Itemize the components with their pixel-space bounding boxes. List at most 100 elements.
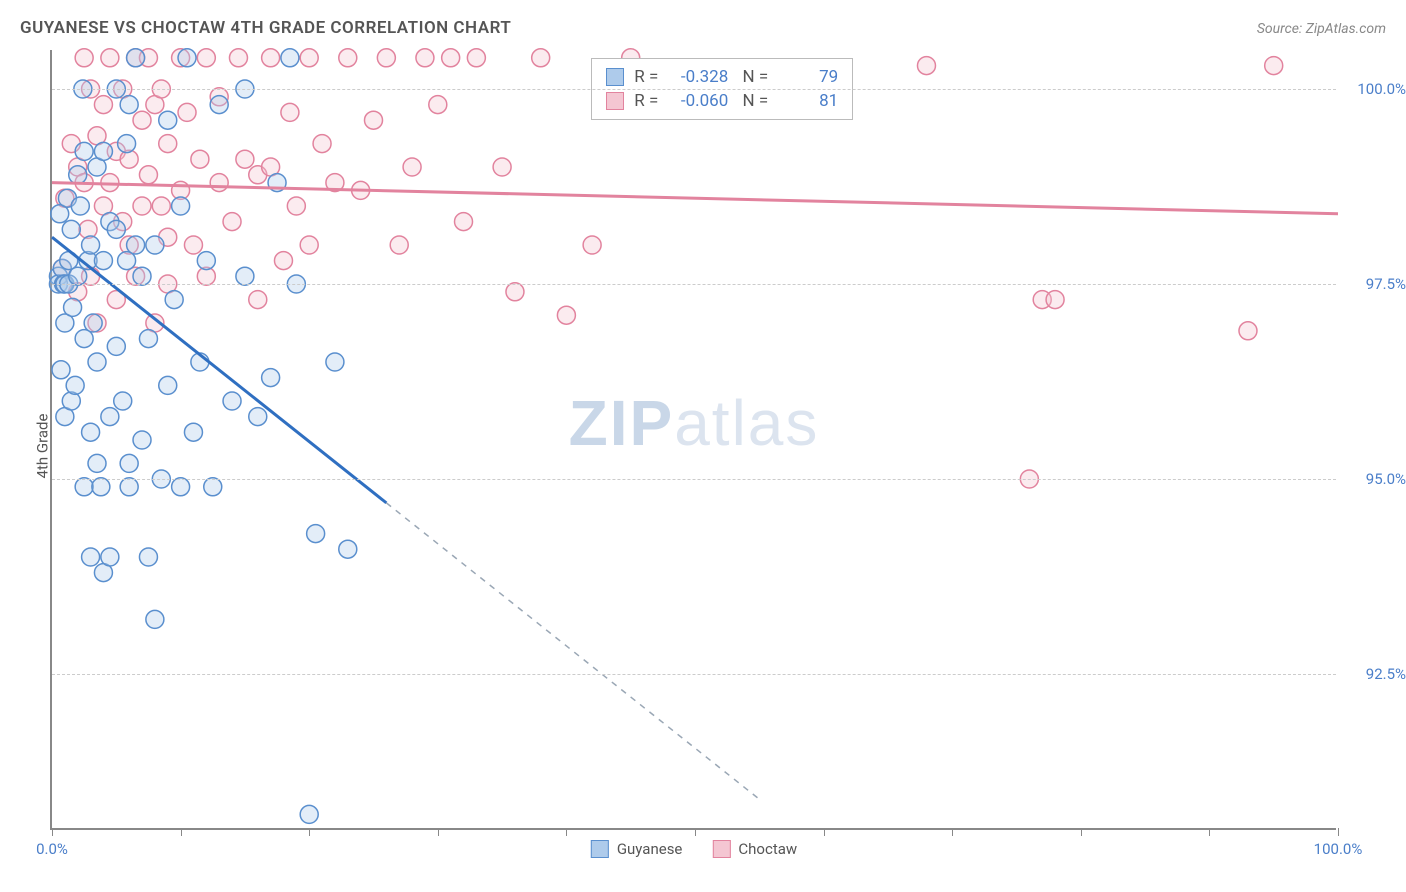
data-point (339, 49, 357, 67)
data-point (191, 150, 209, 168)
data-point (62, 220, 80, 238)
data-point (88, 353, 106, 371)
data-point (120, 478, 138, 496)
data-point (75, 478, 93, 496)
gridline-h (52, 89, 1336, 90)
data-point (184, 423, 202, 441)
data-point (326, 353, 344, 371)
data-point (178, 103, 196, 121)
data-point (75, 49, 93, 67)
data-point (429, 96, 447, 114)
data-point (71, 197, 89, 215)
plot-svg (52, 50, 1336, 828)
legend-swatch-guyanese (591, 840, 609, 858)
data-point (210, 96, 228, 114)
data-point (107, 337, 125, 355)
data-point (172, 478, 190, 496)
data-point (101, 49, 119, 67)
data-point (274, 252, 292, 270)
data-point (118, 135, 136, 153)
scatter-plot: ZIPatlas R =-0.328 N =79 R =-0.060 N =81… (50, 50, 1336, 830)
stats-row-guyanese: R =-0.328 N =79 (606, 65, 838, 89)
data-point (159, 135, 177, 153)
y-tick-label: 92.5% (1346, 665, 1406, 683)
data-point (52, 361, 70, 379)
data-point (1265, 57, 1283, 75)
data-point (133, 267, 151, 285)
data-point (107, 220, 125, 238)
data-point (281, 103, 299, 121)
data-point (64, 298, 82, 316)
data-point (75, 142, 93, 160)
regression-line-choctaw (52, 183, 1338, 214)
data-point (1239, 322, 1257, 340)
data-point (1046, 291, 1064, 309)
data-point (197, 49, 215, 67)
data-point (139, 166, 157, 184)
data-point (94, 252, 112, 270)
data-point (197, 252, 215, 270)
data-point (403, 158, 421, 176)
data-point (133, 431, 151, 449)
x-tick (566, 828, 567, 836)
x-tick (52, 828, 53, 836)
data-point (313, 135, 331, 153)
data-point (152, 197, 170, 215)
data-point (390, 236, 408, 254)
data-point (69, 267, 87, 285)
data-point (92, 478, 110, 496)
data-point (467, 49, 485, 67)
data-point (82, 548, 100, 566)
data-point (139, 330, 157, 348)
data-point (223, 213, 241, 231)
gridline-h (52, 479, 1336, 480)
legend-item-guyanese: Guyanese (591, 840, 683, 858)
data-point (229, 49, 247, 67)
data-point (210, 174, 228, 192)
data-point (66, 376, 84, 394)
data-point (159, 376, 177, 394)
source-attribution: Source: ZipAtlas.com (1257, 21, 1386, 37)
x-tick (952, 828, 953, 836)
data-point (249, 291, 267, 309)
data-point (442, 49, 460, 67)
y-tick-label: 97.5% (1346, 275, 1406, 293)
data-point (172, 197, 190, 215)
x-tick (1209, 828, 1210, 836)
data-point (94, 142, 112, 160)
data-point (133, 197, 151, 215)
legend-bottom: Guyanese Choctaw (591, 840, 797, 858)
data-point (204, 478, 222, 496)
x-tick-label: 100.0% (1314, 840, 1363, 858)
regression-line-guyanese-extrapolated (386, 503, 759, 799)
data-point (120, 454, 138, 472)
data-point (120, 96, 138, 114)
y-tick-label: 95.0% (1346, 470, 1406, 488)
data-point (82, 423, 100, 441)
data-point (455, 213, 473, 231)
data-point (69, 166, 87, 184)
data-point (416, 49, 434, 67)
stats-row-choctaw: R =-0.060 N =81 (606, 89, 838, 113)
data-point (339, 540, 357, 558)
data-point (236, 267, 254, 285)
data-point (127, 236, 145, 254)
data-point (532, 49, 550, 67)
x-tick (309, 828, 310, 836)
data-point (178, 49, 196, 67)
data-point (300, 49, 318, 67)
x-tick (824, 828, 825, 836)
data-point (84, 314, 102, 332)
x-tick (1338, 828, 1339, 836)
y-axis-label: 4th Grade (33, 414, 51, 479)
data-point (101, 408, 119, 426)
data-point (165, 291, 183, 309)
data-point (300, 805, 318, 823)
x-tick-label: 0.0% (36, 840, 68, 858)
data-point (94, 96, 112, 114)
data-point (917, 57, 935, 75)
data-point (159, 111, 177, 129)
data-point (139, 548, 157, 566)
data-point (133, 111, 151, 129)
data-point (88, 454, 106, 472)
